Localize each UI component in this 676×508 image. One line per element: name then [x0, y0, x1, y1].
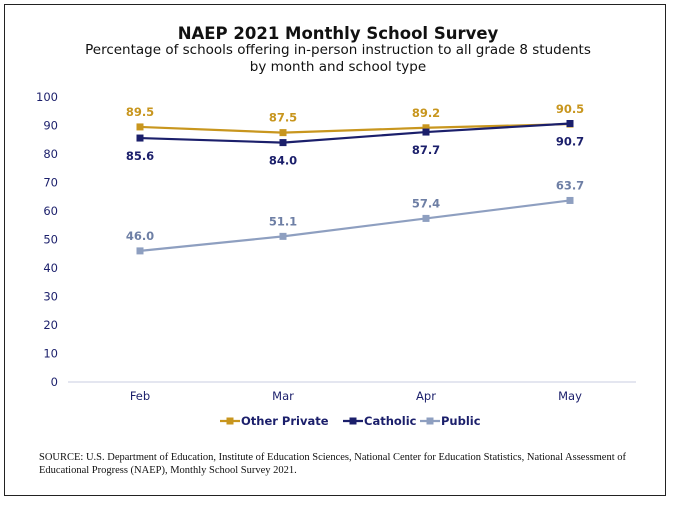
y-tick-label: 60 — [43, 204, 58, 218]
data-point — [279, 139, 287, 147]
y-tick-label: 90 — [43, 119, 58, 133]
legend-marker — [426, 417, 434, 425]
data-label: 87.7 — [412, 143, 440, 157]
legend-marker — [349, 417, 357, 425]
y-tick-label: 100 — [36, 90, 58, 104]
data-label: 63.7 — [556, 178, 584, 192]
source-note: SOURCE: U.S. Department of Education, In… — [39, 452, 627, 476]
y-tick-label: 0 — [51, 375, 58, 389]
data-label: 87.5 — [269, 111, 297, 125]
data-label: 89.5 — [126, 105, 154, 119]
legend-label: Other Private — [241, 414, 329, 428]
x-tick-label: Apr — [416, 389, 436, 403]
chart-subtitle: Percentage of schools offering in-person… — [0, 42, 676, 76]
data-point — [279, 232, 287, 240]
data-point — [136, 134, 144, 142]
y-tick-label: 50 — [43, 233, 58, 247]
chart-title: NAEP 2021 Monthly School Survey — [177, 24, 499, 43]
legend-label: Public — [441, 414, 481, 428]
data-label: 57.4 — [412, 196, 440, 210]
y-tick-label: 30 — [43, 290, 58, 304]
y-tick-label: 20 — [43, 318, 58, 332]
data-label: 90.5 — [556, 102, 584, 116]
data-point — [422, 124, 430, 132]
data-point — [136, 123, 144, 131]
series-line-other-private — [139, 122, 571, 134]
y-tick-label: 10 — [43, 347, 58, 361]
data-label: 51.1 — [269, 214, 297, 228]
data-label: 89.2 — [412, 106, 440, 120]
subtitle-line-1: Percentage of schools offering in-person… — [85, 42, 591, 58]
series-line-public — [139, 199, 571, 252]
legend-marker — [226, 417, 234, 425]
data-label: 85.6 — [126, 149, 154, 163]
data-point — [422, 128, 430, 136]
x-tick-label: Mar — [272, 389, 294, 403]
y-tick-label: 80 — [43, 147, 58, 161]
data-point — [136, 247, 144, 255]
data-point — [566, 120, 574, 128]
data-label: 46.0 — [126, 229, 154, 243]
series-line-catholic — [139, 122, 571, 144]
data-label: 84.0 — [269, 154, 297, 168]
chart-frame — [4, 4, 666, 496]
data-point — [566, 196, 574, 204]
x-tick-label: Feb — [130, 389, 150, 403]
x-tick-label: May — [558, 389, 582, 403]
data-point — [422, 214, 430, 222]
data-label: 90.7 — [556, 135, 584, 149]
y-tick-label: 40 — [43, 261, 58, 275]
data-point — [279, 129, 287, 137]
legend-label: Catholic — [364, 414, 417, 428]
subtitle-line-2: by month and school type — [249, 59, 427, 75]
y-tick-label: 70 — [43, 176, 58, 190]
